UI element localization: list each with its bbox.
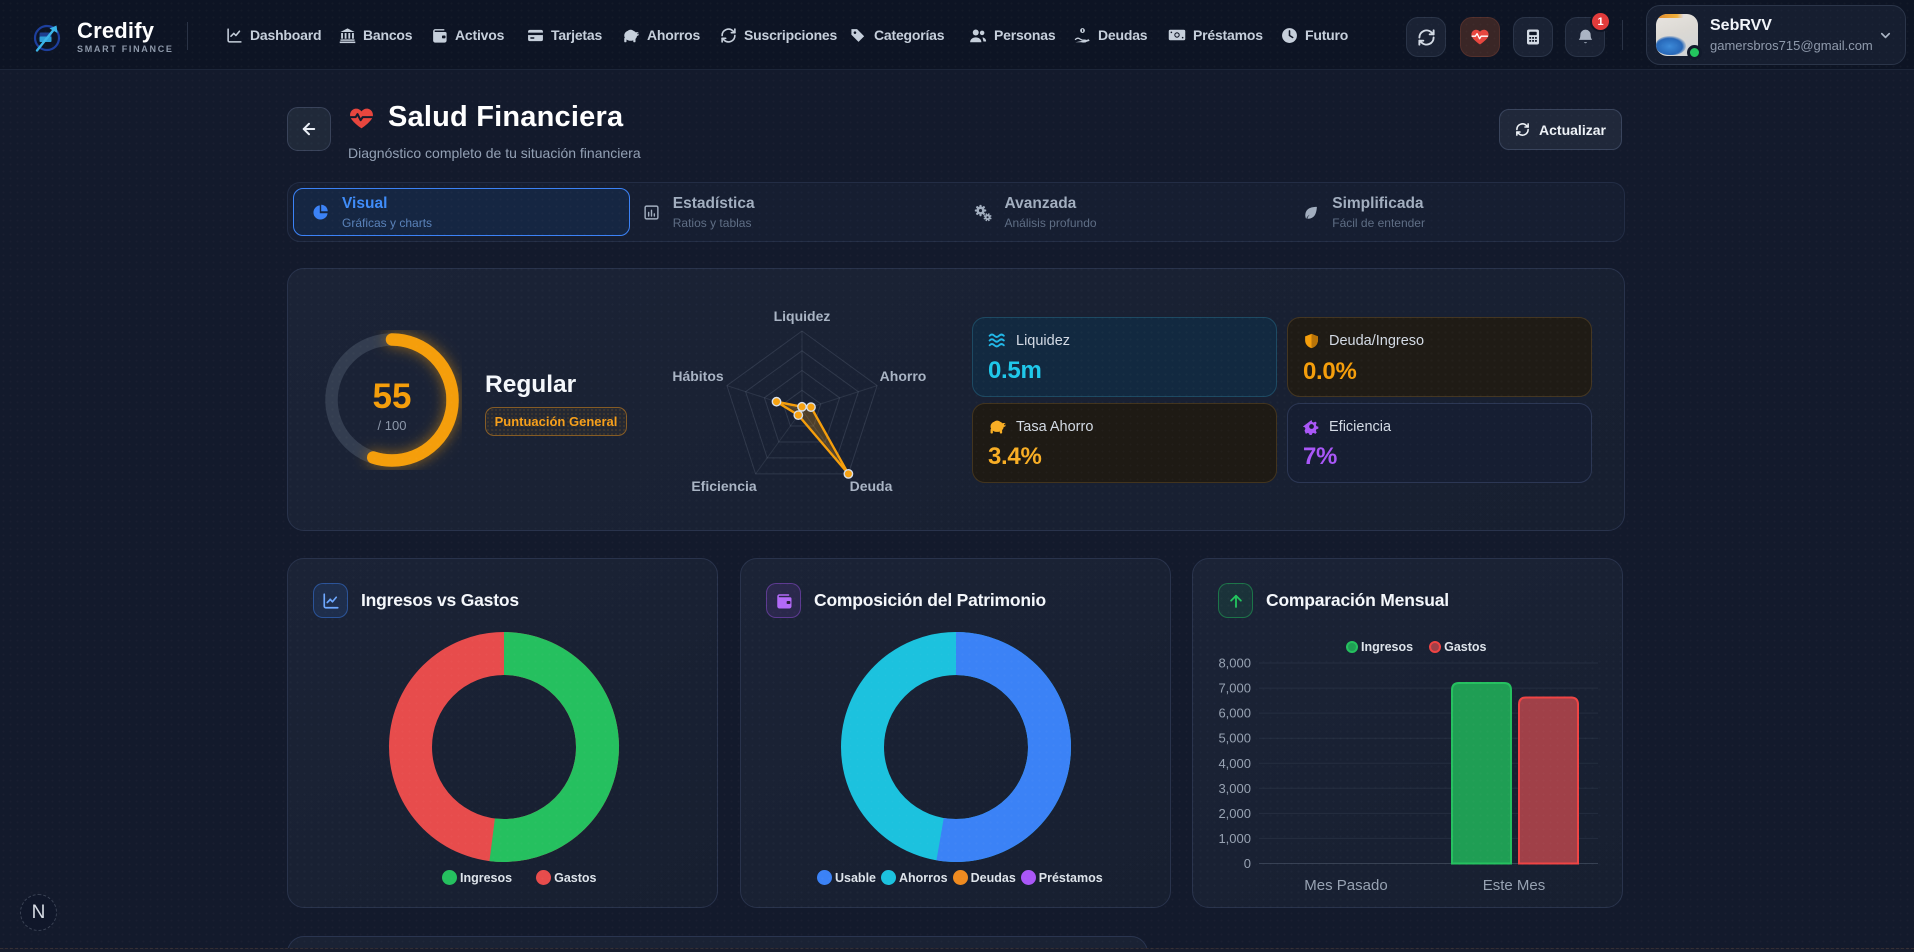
svg-text:8,000: 8,000 [1218, 656, 1251, 671]
svg-text:3,000: 3,000 [1218, 781, 1251, 796]
svg-text:Este Mes: Este Mes [1483, 877, 1546, 894]
svg-text:6,000: 6,000 [1218, 706, 1251, 721]
svg-text:7,000: 7,000 [1218, 681, 1251, 696]
svg-text:Mes Pasado: Mes Pasado [1304, 877, 1387, 894]
svg-text:0: 0 [1244, 856, 1251, 871]
svg-text:2,000: 2,000 [1218, 806, 1251, 821]
svg-text:1,000: 1,000 [1218, 831, 1251, 846]
svg-text:4,000: 4,000 [1218, 756, 1251, 771]
svg-text:5,000: 5,000 [1218, 731, 1251, 746]
